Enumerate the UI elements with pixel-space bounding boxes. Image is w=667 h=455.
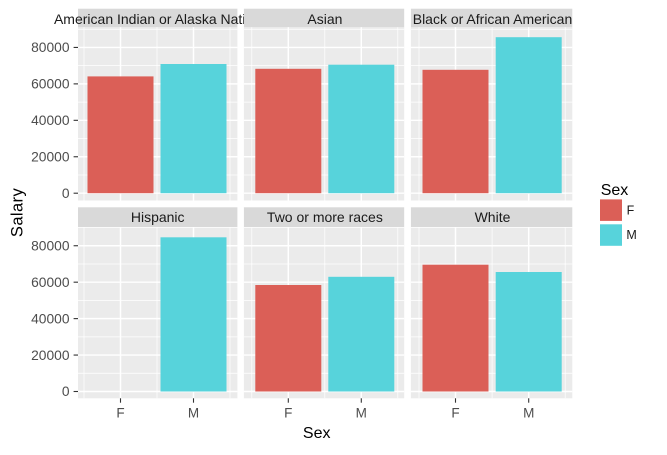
svg-text:60000: 60000 [31, 275, 70, 290]
svg-text:M: M [188, 405, 199, 420]
svg-text:Asian: Asian [307, 11, 342, 27]
svg-text:Black or African American: Black or African American [413, 11, 573, 27]
svg-text:M: M [356, 405, 367, 420]
svg-text:American Indian or Alaska Nati: American Indian or Alaska Nati [54, 11, 245, 27]
svg-text:Salary: Salary [9, 188, 27, 238]
svg-text:F: F [451, 405, 459, 420]
svg-text:Two or more races: Two or more races [267, 209, 383, 225]
svg-text:60000: 60000 [31, 77, 70, 92]
svg-text:Sex: Sex [601, 182, 629, 199]
svg-text:F: F [627, 203, 635, 217]
svg-text:0: 0 [62, 384, 70, 399]
svg-text:Sex: Sex [303, 425, 331, 442]
svg-text:80000: 80000 [31, 40, 70, 55]
svg-text:M: M [626, 228, 636, 242]
svg-text:White: White [475, 209, 511, 225]
svg-text:40000: 40000 [31, 311, 70, 326]
svg-text:F: F [116, 405, 124, 420]
svg-text:40000: 40000 [31, 113, 70, 128]
svg-text:20000: 20000 [31, 149, 70, 164]
svg-text:80000: 80000 [31, 238, 70, 253]
svg-text:0: 0 [62, 186, 70, 201]
svg-text:M: M [523, 405, 534, 420]
svg-text:Hispanic: Hispanic [131, 209, 185, 225]
svg-text:20000: 20000 [31, 348, 70, 363]
svg-text:F: F [284, 405, 292, 420]
